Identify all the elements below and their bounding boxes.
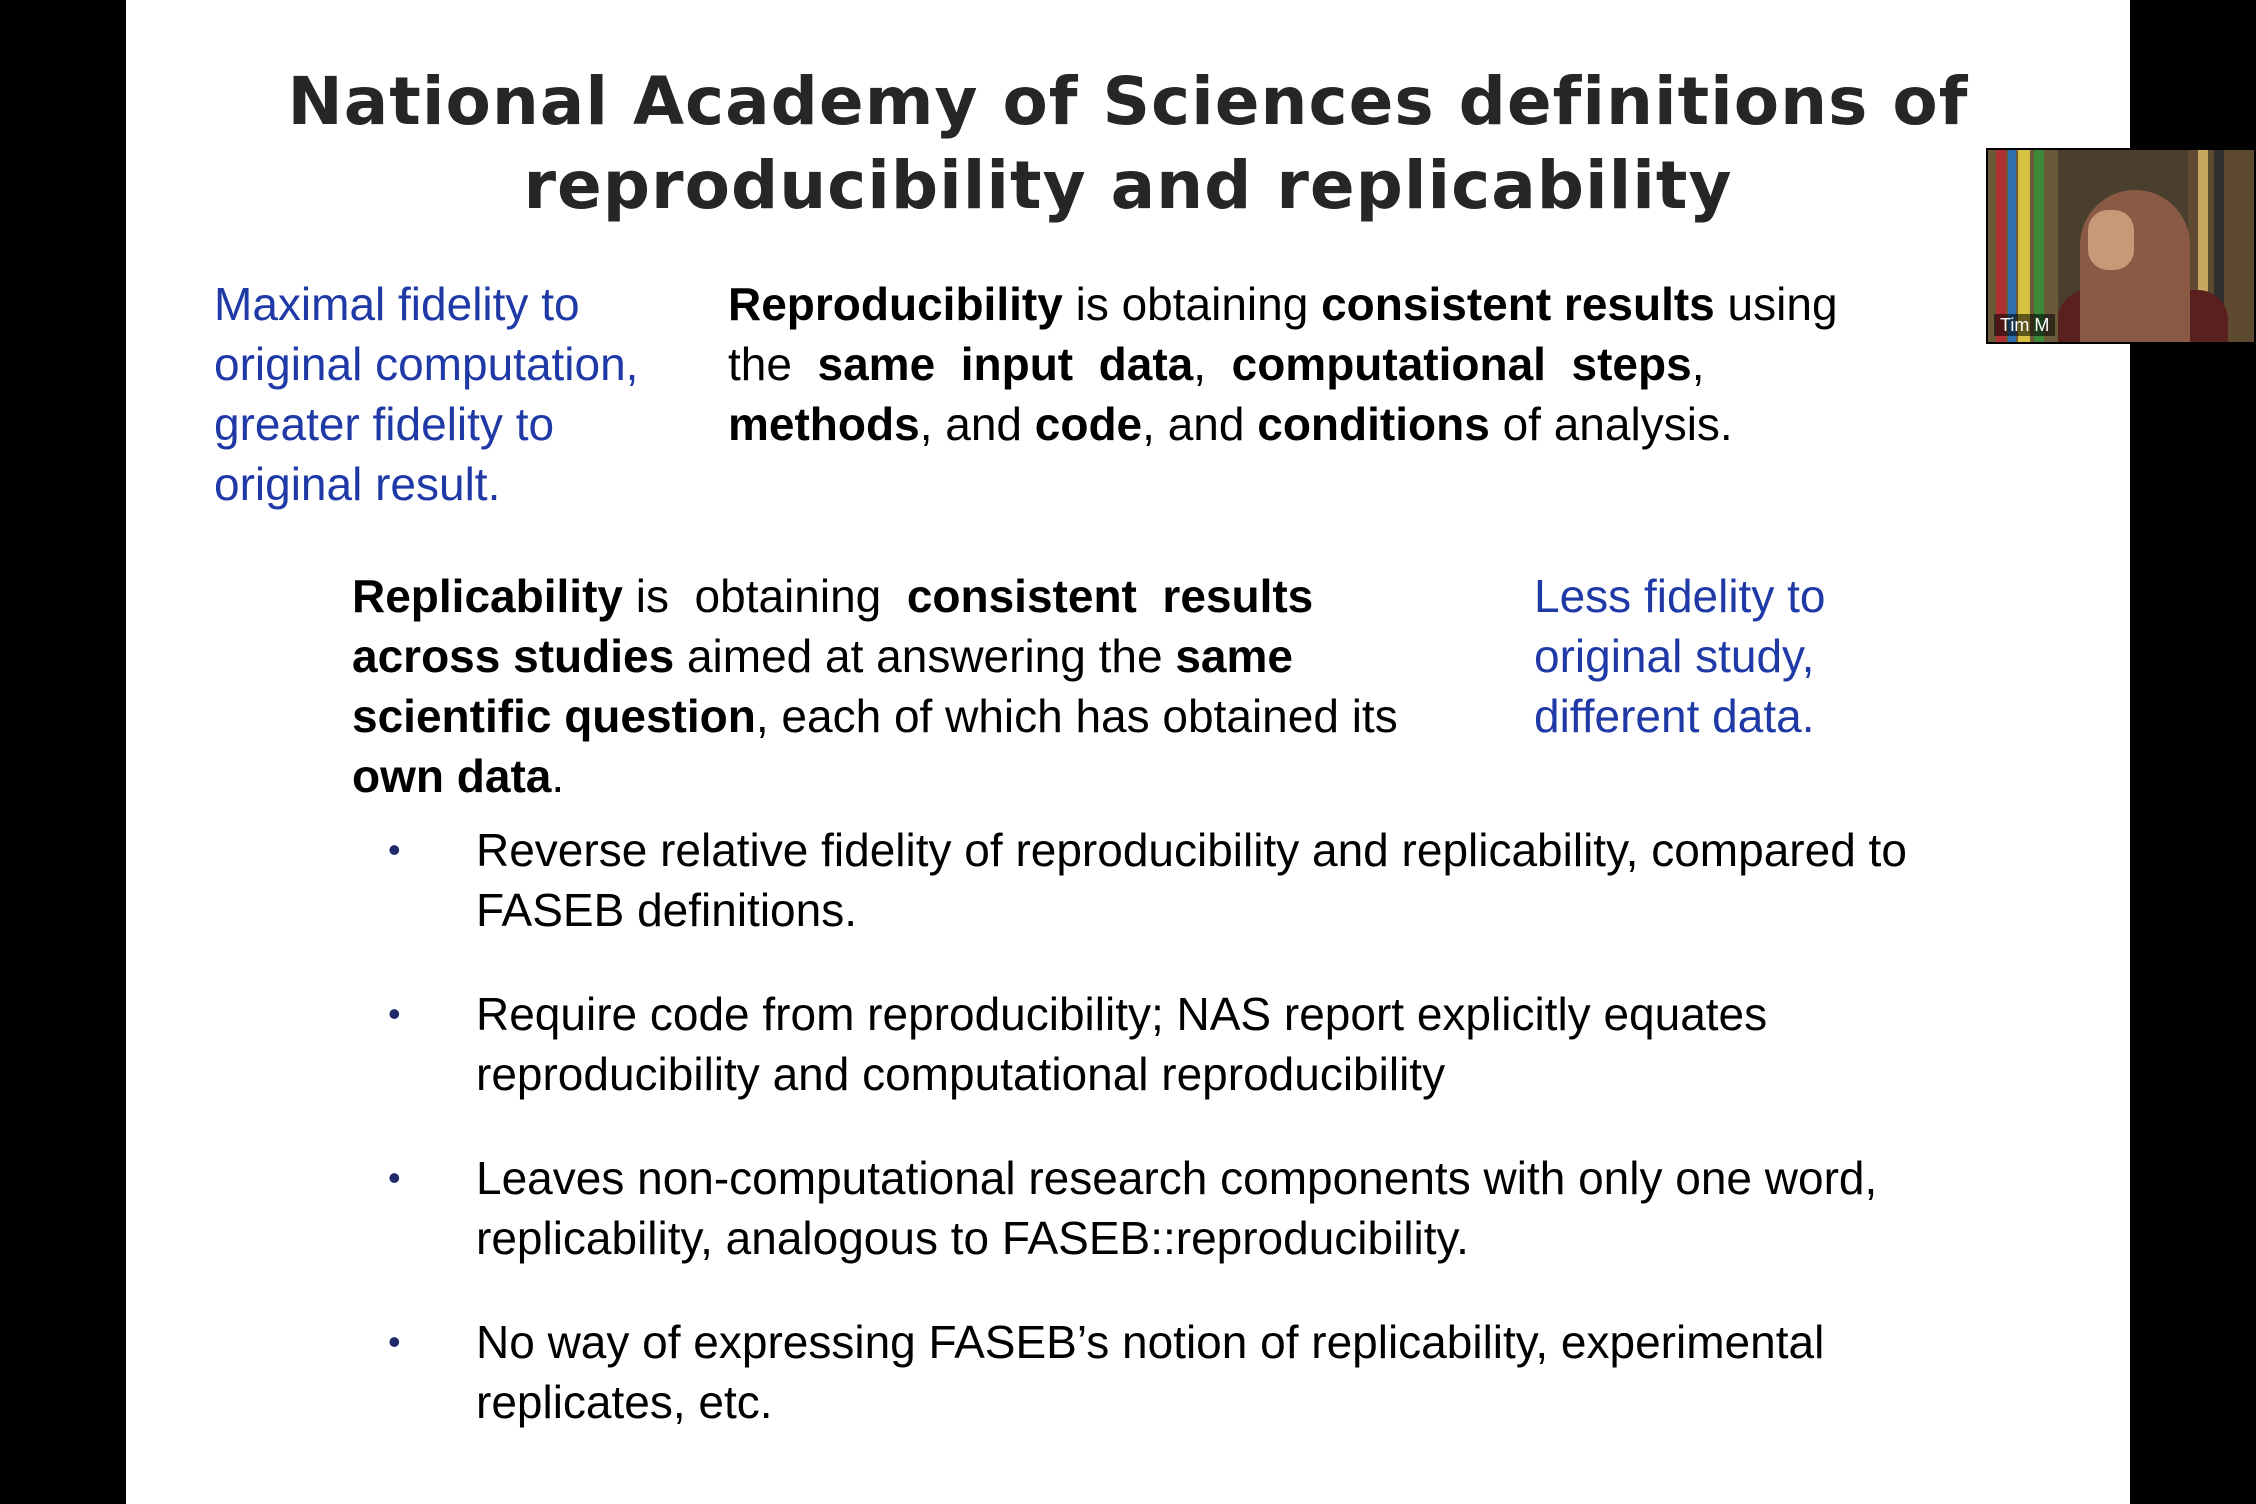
text-run: . <box>551 750 565 802</box>
bullet-text-line: replicability, analogous to FASEB::repro… <box>476 1212 1469 1264</box>
bold-term: own data <box>352 750 552 802</box>
bold-term: across studies <box>352 630 675 682</box>
text-run: aimed at answering the <box>674 630 1176 682</box>
bullet-text-line: Leaves non-computational research compon… <box>476 1152 1878 1204</box>
bullet-text-line: reproducibility and computational reprod… <box>476 1048 1446 1100</box>
replicability-definition: Replicability is obtaining consistent re… <box>352 566 1398 806</box>
bold-term: conditions <box>1257 398 1490 450</box>
text-run: is obtaining <box>1062 278 1322 330</box>
bold-term: code <box>1034 398 1143 450</box>
reproducibility-definition: Reproducibility is obtaining consistent … <box>728 274 1838 454</box>
text-run: the <box>728 338 818 390</box>
bullet-text-line: No way of expressing FASEB’s notion of r… <box>476 1316 1825 1368</box>
bold-term: consistent results <box>1321 278 1715 330</box>
bold-term: scientific question <box>352 690 756 742</box>
replicability-line-2: across studies aimed at answering the sa… <box>352 626 1398 686</box>
bullet-item: • No way of expressing FASEB’s notion of… <box>256 1312 2106 1432</box>
bold-term: Reproducibility <box>728 278 1063 330</box>
bullet-item: • Reverse relative fidelity of reproduci… <box>256 820 2106 940</box>
bullet-dot-icon: • <box>388 993 401 1034</box>
left-fidelity-note: Maximal fidelity to original computation… <box>214 274 638 514</box>
right-note-line: Less fidelity to <box>1534 570 1826 622</box>
replicability-line-1: Replicability is obtaining consistent re… <box>352 566 1398 626</box>
book <box>2198 150 2208 342</box>
bullet-item: • Leaves non-computational research comp… <box>256 1148 2106 1268</box>
bold-term: same <box>1175 630 1293 682</box>
book <box>2214 150 2224 342</box>
bold-term: same input data <box>817 338 1194 390</box>
slide-title: National Academy of Sciences definitions… <box>126 60 2130 228</box>
book <box>2018 150 2030 342</box>
bullet-item: • Require code from reproducibility; NAS… <box>256 984 2106 1104</box>
participant-video-tile[interactable]: Tim M <box>1986 148 2256 344</box>
bold-term: Replicability <box>352 570 623 622</box>
presentation-slide: National Academy of Sciences definitions… <box>126 0 2130 1504</box>
text-run: of analysis. <box>1489 398 1733 450</box>
text-run: using <box>1714 278 1838 330</box>
right-note-line: different data. <box>1534 690 1815 742</box>
text-run: , and <box>1142 398 1258 450</box>
text-run: , <box>1691 338 1705 390</box>
bold-term: consistent results <box>906 570 1314 622</box>
bullet-text-line: Require code from reproducibility; NAS r… <box>476 988 1768 1040</box>
text-run: , and <box>919 398 1035 450</box>
reproducibility-line-2: the same input data, computational steps… <box>728 334 1838 394</box>
text-run: , <box>1193 338 1232 390</box>
bullet-list: • Reverse relative fidelity of reproduci… <box>256 820 2106 1476</box>
left-note-line: greater fidelity to <box>214 398 555 450</box>
text-run: is obtaining <box>622 570 907 622</box>
book <box>2034 150 2044 342</box>
bullet-text-line: Reverse relative fidelity of reproducibi… <box>476 824 1907 876</box>
bullet-dot-icon: • <box>388 1157 401 1198</box>
book <box>2008 150 2016 342</box>
participant-name-label: Tim M <box>1994 314 2056 336</box>
left-note-line: original computation, <box>214 338 639 390</box>
bold-term: methods <box>728 398 920 450</box>
slide-title-line-1: National Academy of Sciences definitions… <box>287 63 1969 140</box>
bold-term: computational steps <box>1231 338 1692 390</box>
left-note-line: original result. <box>214 458 501 510</box>
bullet-text-line: replicates, etc. <box>476 1376 773 1428</box>
bullet-dot-icon: • <box>388 829 401 870</box>
participant-hand <box>2088 210 2134 270</box>
book <box>1996 150 2006 342</box>
slide-title-line-2: reproducibility and replicability <box>523 147 1733 224</box>
right-note-line: original study, <box>1534 630 1815 682</box>
bullet-text-line: FASEB definitions. <box>476 884 857 936</box>
bullet-dot-icon: • <box>388 1321 401 1362</box>
replicability-line-3: scientific question, each of which has o… <box>352 686 1398 746</box>
text-run: , each of which has obtained its <box>755 690 1398 742</box>
left-note-line: Maximal fidelity to <box>214 278 580 330</box>
reproducibility-line-3: methods, and code, and conditions of ana… <box>728 394 1838 454</box>
replicability-line-4: own data. <box>352 746 1398 806</box>
right-fidelity-note: Less fidelity to original study, differe… <box>1534 566 1825 746</box>
reproducibility-line-1: Reproducibility is obtaining consistent … <box>728 274 1838 334</box>
